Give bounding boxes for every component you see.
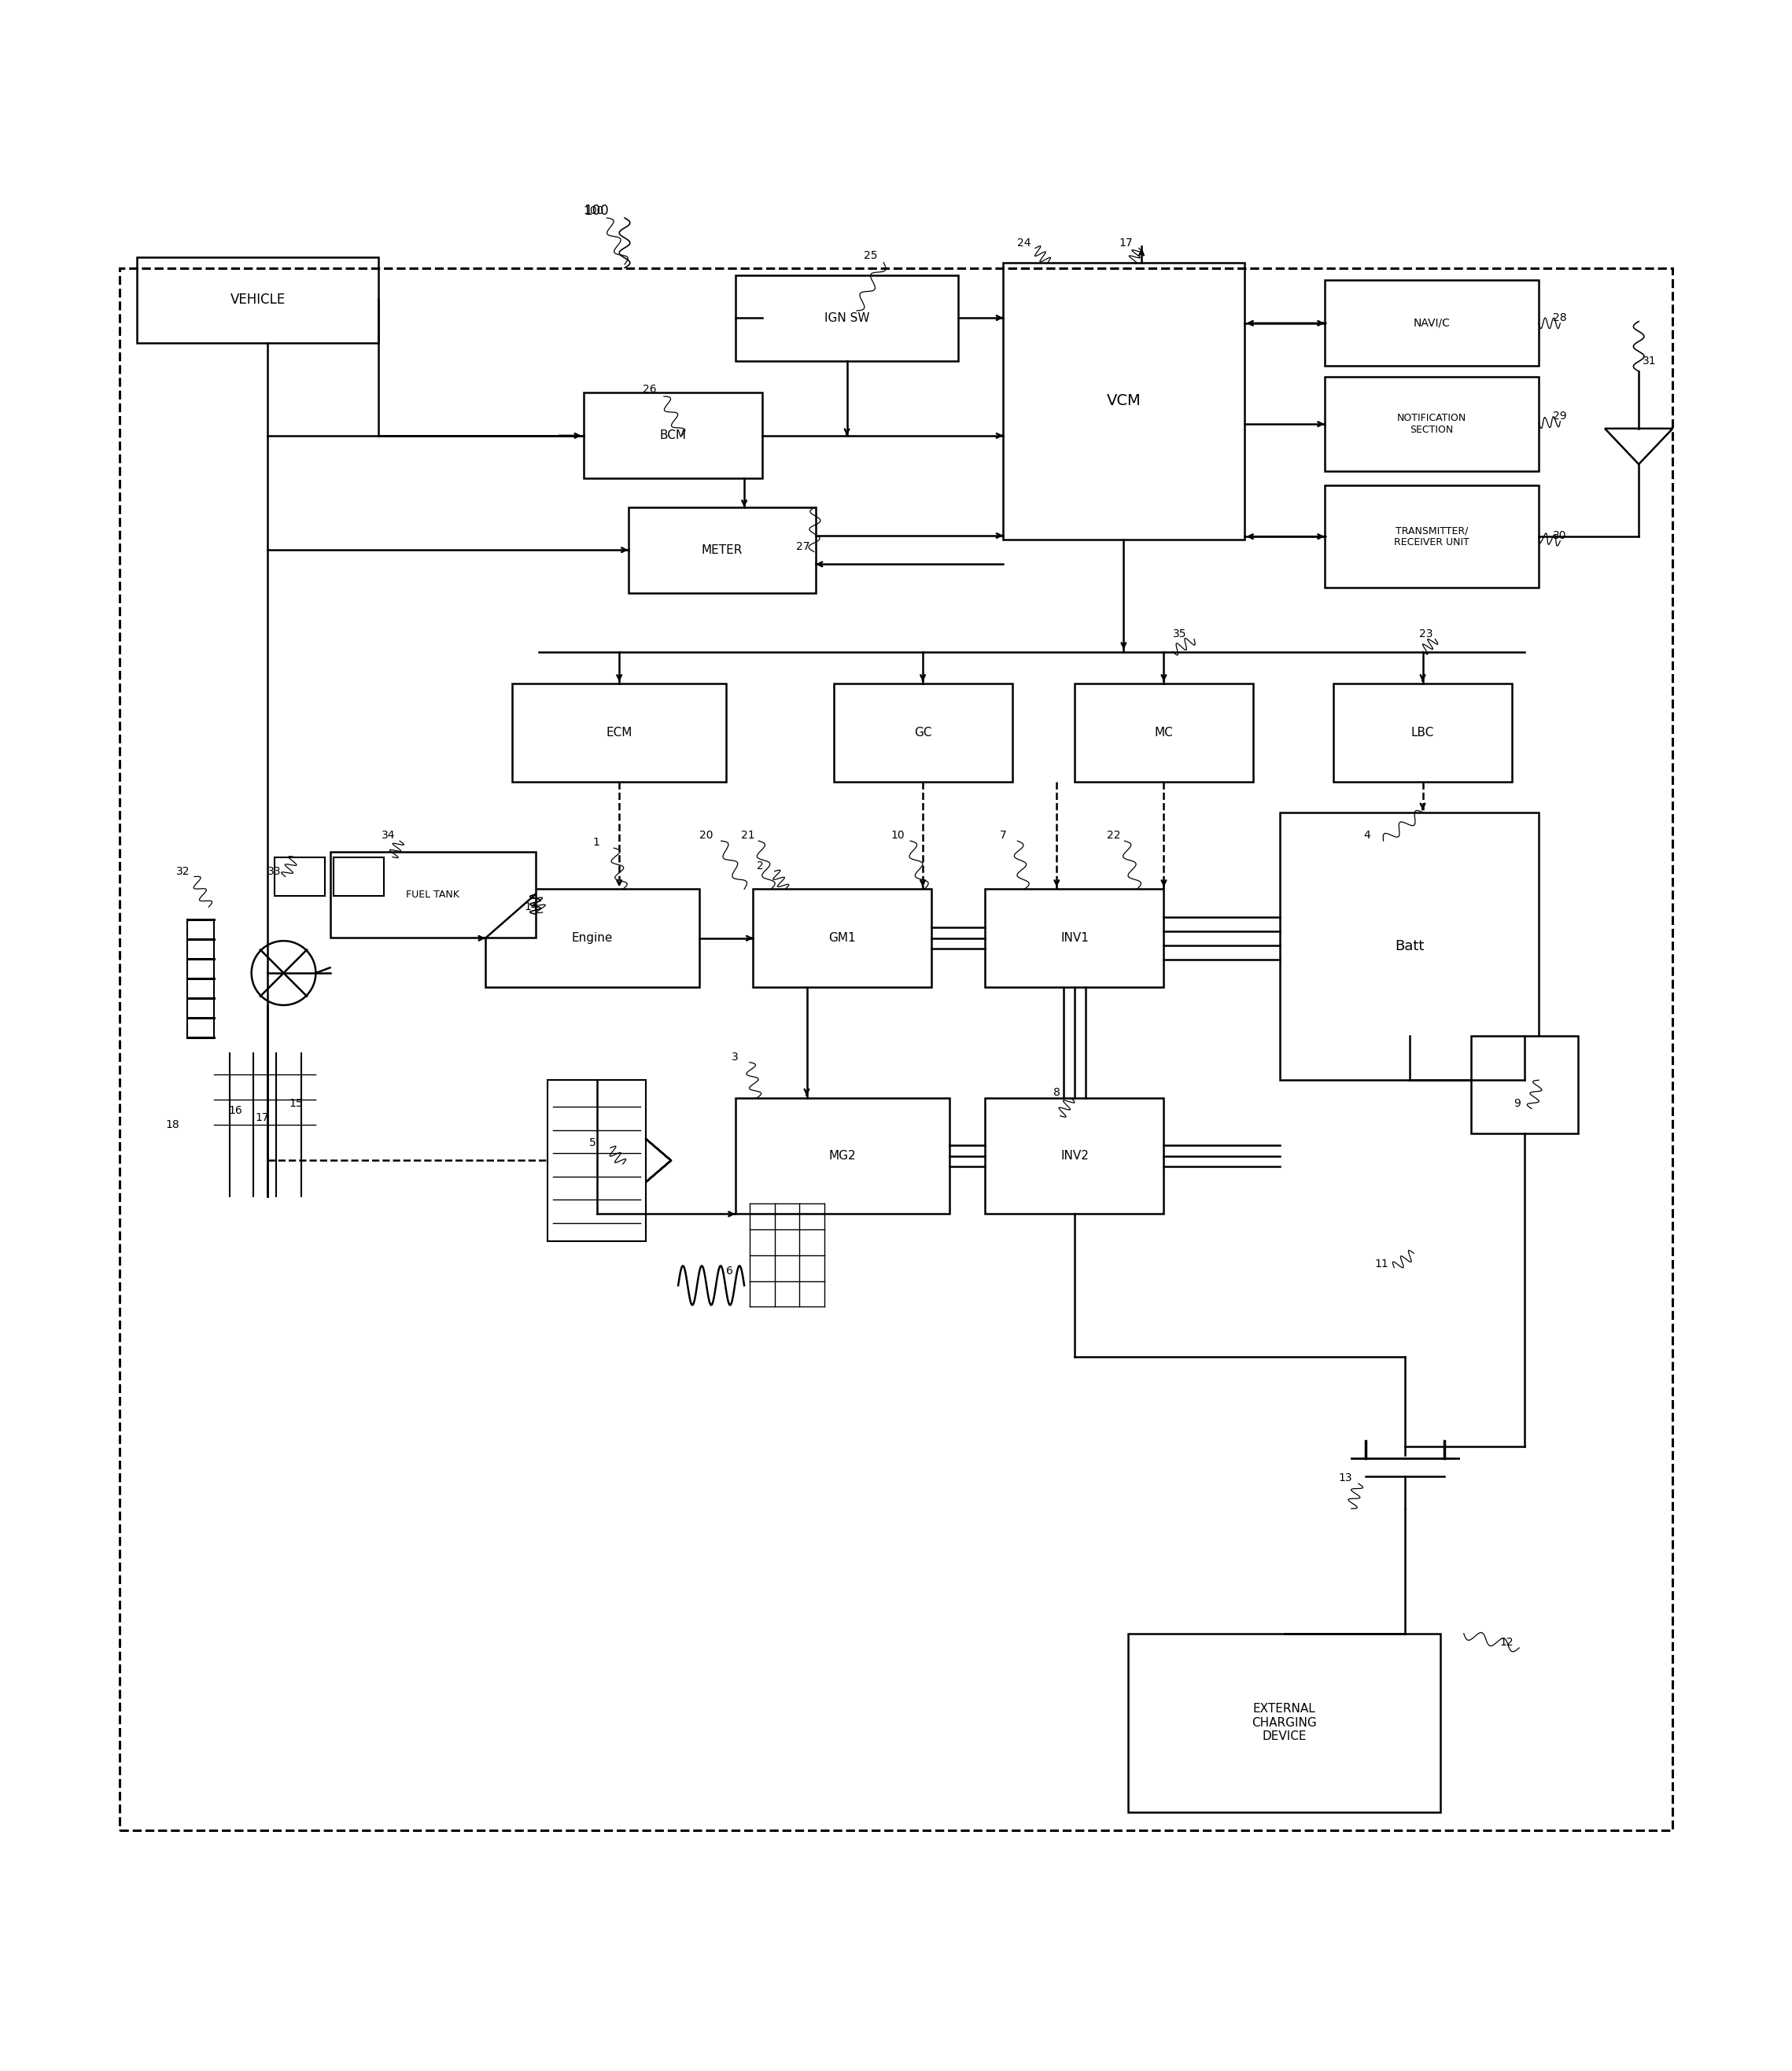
FancyBboxPatch shape <box>330 851 536 938</box>
FancyBboxPatch shape <box>986 888 1163 988</box>
Text: FUEL TANK: FUEL TANK <box>407 888 459 899</box>
FancyBboxPatch shape <box>333 857 383 897</box>
FancyBboxPatch shape <box>1333 683 1512 783</box>
FancyBboxPatch shape <box>1471 1036 1579 1133</box>
Text: TRANSMITTER/
RECEIVER UNIT: TRANSMITTER/ RECEIVER UNIT <box>1394 526 1469 547</box>
Text: MC: MC <box>1154 727 1174 739</box>
Text: IGN SW: IGN SW <box>824 313 869 323</box>
Text: 100: 100 <box>584 203 609 217</box>
FancyBboxPatch shape <box>1324 280 1539 367</box>
Text: 8: 8 <box>1054 1087 1061 1098</box>
Text: 12: 12 <box>1500 1636 1514 1649</box>
Text: 13: 13 <box>1339 1472 1353 1483</box>
Text: NOTIFICATION
SECTION: NOTIFICATION SECTION <box>1398 412 1466 435</box>
Text: NAVI/C: NAVI/C <box>1414 317 1450 329</box>
Text: 32: 32 <box>176 866 190 876</box>
Text: GM1: GM1 <box>830 932 857 944</box>
Text: 35: 35 <box>1172 628 1186 640</box>
Text: VEHICLE: VEHICLE <box>229 292 285 307</box>
FancyBboxPatch shape <box>1129 1634 1441 1812</box>
Text: 1: 1 <box>593 837 600 849</box>
Text: 34: 34 <box>382 830 396 841</box>
FancyBboxPatch shape <box>548 1081 647 1241</box>
Text: BCM: BCM <box>659 431 686 441</box>
Text: 5: 5 <box>590 1137 595 1147</box>
Text: 20: 20 <box>699 830 713 841</box>
Text: 23: 23 <box>1419 628 1434 640</box>
Text: LBC: LBC <box>1410 727 1434 739</box>
Text: VCM: VCM <box>1106 393 1142 408</box>
Text: INV2: INV2 <box>1061 1149 1090 1162</box>
Text: GC: GC <box>914 727 932 739</box>
Text: 10: 10 <box>891 830 905 841</box>
Text: 33: 33 <box>267 866 281 876</box>
Text: 7: 7 <box>1000 830 1007 841</box>
Text: 2: 2 <box>756 859 763 872</box>
FancyBboxPatch shape <box>629 507 815 592</box>
FancyBboxPatch shape <box>833 683 1012 783</box>
FancyBboxPatch shape <box>1279 812 1539 1081</box>
Text: 28: 28 <box>1554 313 1566 323</box>
Text: 29: 29 <box>1554 410 1566 422</box>
Text: 16: 16 <box>228 1106 242 1116</box>
FancyBboxPatch shape <box>1324 487 1539 588</box>
Text: Batt: Batt <box>1394 938 1425 953</box>
Text: 30: 30 <box>1554 530 1566 541</box>
Text: 25: 25 <box>864 251 878 261</box>
FancyBboxPatch shape <box>735 1098 950 1214</box>
FancyBboxPatch shape <box>486 888 699 988</box>
Text: 100: 100 <box>584 205 604 215</box>
Text: 22: 22 <box>1107 830 1120 841</box>
FancyBboxPatch shape <box>584 393 762 478</box>
Text: 6: 6 <box>726 1265 733 1276</box>
FancyBboxPatch shape <box>274 857 324 897</box>
Text: ECM: ECM <box>606 727 633 739</box>
FancyBboxPatch shape <box>513 683 726 783</box>
Text: 24: 24 <box>1018 238 1030 249</box>
Text: 26: 26 <box>643 383 656 396</box>
Text: 15: 15 <box>289 1098 303 1108</box>
Text: 17: 17 <box>254 1112 269 1122</box>
Text: MG2: MG2 <box>830 1149 857 1162</box>
Text: 27: 27 <box>796 541 810 551</box>
Text: Engine: Engine <box>572 932 613 944</box>
Text: 11: 11 <box>1374 1259 1389 1270</box>
Text: 9: 9 <box>1514 1098 1521 1108</box>
FancyBboxPatch shape <box>753 888 932 988</box>
Text: METER: METER <box>701 545 742 555</box>
Text: 3: 3 <box>731 1052 738 1062</box>
FancyBboxPatch shape <box>1324 377 1539 472</box>
Text: INV1: INV1 <box>1061 932 1090 944</box>
Text: 18: 18 <box>165 1118 179 1131</box>
Text: 4: 4 <box>1364 830 1371 841</box>
FancyBboxPatch shape <box>986 1098 1163 1214</box>
Text: 21: 21 <box>740 830 754 841</box>
FancyBboxPatch shape <box>1075 683 1253 783</box>
Text: 31: 31 <box>1641 356 1656 367</box>
FancyBboxPatch shape <box>1004 263 1244 538</box>
FancyBboxPatch shape <box>138 257 378 344</box>
Text: 17: 17 <box>1120 238 1133 249</box>
Text: 14: 14 <box>525 901 538 913</box>
FancyBboxPatch shape <box>735 275 959 360</box>
Text: EXTERNAL
CHARGING
DEVICE: EXTERNAL CHARGING DEVICE <box>1253 1702 1317 1742</box>
